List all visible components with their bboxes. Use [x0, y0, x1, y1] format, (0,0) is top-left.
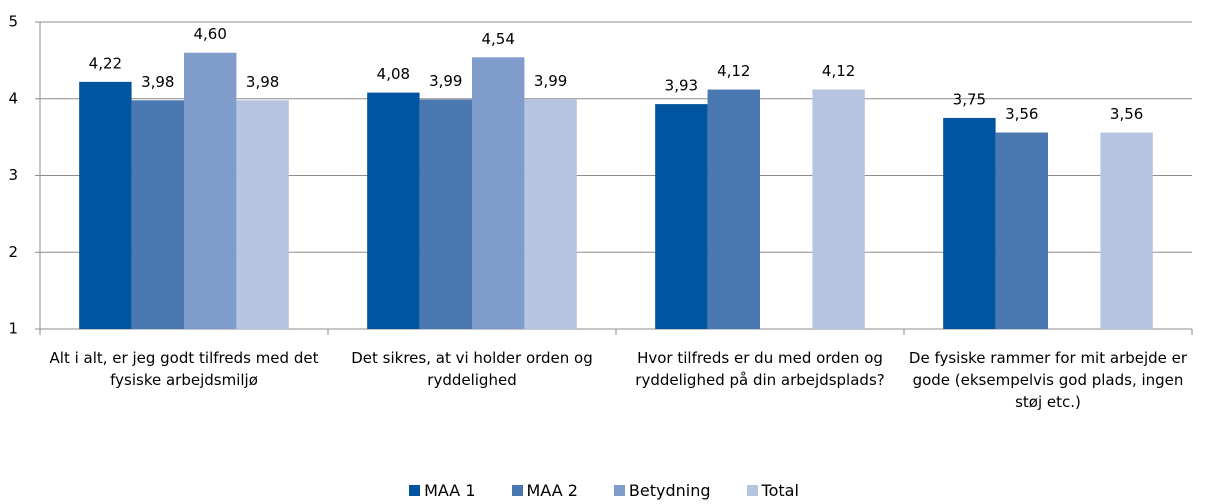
y-tick-label: 2: [8, 243, 18, 261]
value-label: 4,12: [822, 62, 855, 80]
bar: [995, 132, 1048, 329]
bar: [655, 104, 708, 329]
value-label: 3,56: [1110, 105, 1143, 123]
value-label: 3,99: [429, 72, 462, 90]
y-tick-label: 5: [8, 13, 18, 31]
value-label: 3,56: [1005, 105, 1038, 123]
legend-item: Betydning: [613, 481, 711, 500]
value-label: 4,08: [377, 65, 410, 83]
bar: [367, 92, 420, 329]
bar: [524, 99, 577, 329]
y-tick-label: 1: [8, 320, 18, 338]
value-label: 3,93: [665, 77, 698, 95]
y-tick-label: 4: [8, 89, 18, 107]
legend-swatch: [746, 485, 758, 496]
value-label: 4,12: [717, 62, 750, 80]
value-label: 3,75: [953, 90, 986, 108]
bar: [419, 99, 472, 329]
x-tick-label: De fysiske rammer for mit arbejde er god…: [908, 349, 1188, 411]
legend-item: Total: [746, 481, 799, 500]
bar: [812, 89, 865, 329]
bar: [184, 52, 237, 329]
value-label: 4,22: [89, 54, 122, 72]
bar: [707, 89, 760, 329]
value-label: 3,99: [534, 72, 567, 90]
bar: [131, 100, 184, 329]
bar: [472, 57, 525, 330]
bar: [1100, 132, 1153, 329]
value-label: 4,54: [482, 30, 515, 48]
legend: MAA 1 MAA 2 Betydning Total: [0, 481, 1208, 500]
legend-label: MAA 1: [424, 481, 476, 500]
x-tick-label: Alt i alt, er jeg godt tilfreds med det …: [49, 349, 319, 389]
legend-swatch: [409, 485, 421, 496]
legend-item: MAA 2: [511, 481, 578, 500]
legend-label: Total: [761, 481, 799, 500]
legend-swatch: [613, 485, 625, 496]
legend-label: Betydning: [628, 481, 711, 500]
value-label: 3,98: [141, 73, 174, 91]
legend-label: MAA 2: [526, 481, 578, 500]
y-tick-label: 3: [8, 166, 18, 184]
x-tick-label: Hvor tilfreds er du med orden og ryddeli…: [635, 349, 885, 389]
legend-swatch: [511, 485, 523, 496]
value-label: 3,98: [246, 73, 279, 91]
bar: [236, 100, 289, 329]
bar: [79, 81, 132, 330]
value-label: 4,60: [194, 25, 227, 43]
bar: [943, 117, 996, 329]
x-tick-label: Det sikres, at vi holder orden og ryddel…: [351, 349, 593, 389]
legend-item: MAA 1: [409, 481, 476, 500]
